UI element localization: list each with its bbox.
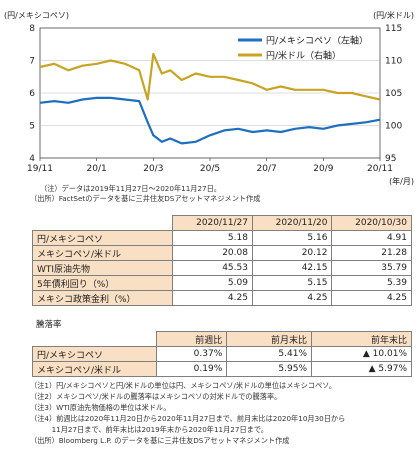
cell: 42.15 <box>251 260 333 276</box>
x-tick-label: 20/3 <box>143 164 163 174</box>
x-tick-label: 20/9 <box>313 164 333 174</box>
col-header: 2020/10/30 <box>331 215 412 231</box>
y-left-tick-label: 5 <box>29 122 35 132</box>
change-rate-table: 前週比 前月末比 前年末比 円/メキシコペソ 0.37% 5.41% ▲ 10.… <box>32 331 412 377</box>
cell: 4.25 <box>251 290 333 306</box>
footnote-2: （注2）メキシコペソ/米ドルの騰落率はメキシコペソの対米ドルでの騰落率。 <box>30 392 282 401</box>
cell: 0.19% <box>155 361 228 377</box>
col-header: 前年末比 <box>311 331 412 347</box>
x-tick-label: 20/1 <box>87 164 107 174</box>
x-tick-label: 20/7 <box>257 164 277 174</box>
x-tick-label: 20/11 <box>367 164 393 174</box>
row-label: WTI原油先物 <box>31 260 174 276</box>
chart-note-1: （注）データは2019年11月27日～2020年11月27日。 <box>40 184 221 193</box>
y-right-tick-label: 100 <box>385 122 402 132</box>
y-left-tick-label: 6 <box>29 89 35 99</box>
y-left-tick-label: 4 <box>29 154 35 164</box>
cell: 5.41% <box>226 346 312 362</box>
row-label: メキシコペソ/米ドル <box>32 361 157 377</box>
cell: 5.09 <box>172 275 253 291</box>
table-row: メキシコペソ/米ドル 20.08 20.12 21.28 <box>31 245 412 261</box>
x-tick-label: 20/5 <box>200 164 220 174</box>
cell: 4.25 <box>172 290 253 306</box>
cell: 5.16 <box>251 230 333 246</box>
table-row: メキシコペソ/米ドル 0.19% 5.95% ▲ 5.97% <box>32 361 412 377</box>
table-row: 円/メキシコペソ 5.18 5.16 4.91 <box>31 230 412 246</box>
y-right-tick-label: 110 <box>385 57 402 67</box>
table-row: 5年債利回り（%） 5.09 5.15 5.39 <box>31 275 412 291</box>
row-label: 5年債利回り（%） <box>31 275 174 291</box>
cell: 35.79 <box>331 260 412 276</box>
col-header: 前週比 <box>155 331 228 347</box>
legend-label-0: 円/メキシコペソ（左軸） <box>266 35 368 47</box>
row-label: メキシコ政策金利（%） <box>31 290 174 306</box>
x-tick-label: 19/11 <box>27 164 53 174</box>
chart-note-2: （出所）FactSetのデータを基に三井住友DSアセットマネジメント作成 <box>30 194 261 203</box>
y-right-axis-title: (円/米ドル) <box>373 10 414 20</box>
cell: 5.95% <box>226 361 312 377</box>
row-label: 円/メキシコペソ <box>32 346 157 362</box>
y-right-tick-label: 95 <box>385 154 396 164</box>
row-label: 円/メキシコペソ <box>31 230 174 246</box>
y-left-tick-label: 7 <box>29 57 35 67</box>
table-header-row: 前週比 前月末比 前年末比 <box>32 331 412 347</box>
cell: 4.91 <box>331 230 412 246</box>
cell: 0.37% <box>155 346 228 362</box>
cell: ▲ 5.97% <box>311 361 412 377</box>
col-header: 前月末比 <box>226 331 312 347</box>
y-right-tick-label: 105 <box>385 89 402 99</box>
footnote-6: （出所）Bloomberg L.P. のデータを基に三井住友DSアセットマネジメ… <box>30 436 290 445</box>
row-label: メキシコペソ/米ドル <box>31 245 174 261</box>
cell: 5.39 <box>331 275 412 291</box>
table-row: メキシコ政策金利（%） 4.25 4.25 4.25 <box>31 290 412 306</box>
cell: 20.12 <box>251 245 333 261</box>
footnote-4: （注4）前週比は2020年11月20日から2020年11月27日まで、前月末比は… <box>30 414 346 423</box>
table-header-row: 2020/11/27 2020/11/20 2020/10/30 <box>32 215 412 231</box>
cell: 5.15 <box>251 275 333 291</box>
cell: 21.28 <box>331 245 412 261</box>
series-line-1 <box>39 52 381 101</box>
footnote-3: （注3）WTI原油先物価格の単位は米ドル。 <box>30 403 171 412</box>
col-header: 2020/11/27 <box>172 215 253 231</box>
col-header: 2020/11/20 <box>251 215 333 231</box>
y-right-tick-label: 115 <box>385 24 402 34</box>
legend-label-1: 円/米ドル（右軸） <box>266 50 341 62</box>
table-corner <box>32 215 174 231</box>
cell: 5.18 <box>172 230 253 246</box>
y-left-tick-label: 8 <box>29 24 35 34</box>
fx-line-chart: 4 5 6 7 8 95 100 105 110 115 19/11 20/1 20/3 20/5 20/7… <box>4 10 414 186</box>
y-left-axis-title: (円/メキシコペソ) <box>4 11 69 20</box>
table-row: 円/メキシコペソ 0.37% 5.41% ▲ 10.01% <box>32 346 412 362</box>
footnote-5: 11月27日まで、前年末比は2019年末から2020年11月27日まで。 <box>30 425 268 434</box>
series-line-0 <box>39 96 381 145</box>
footnote-1: （注1）円/メキシコペソと円/米ドルの単位は円、メキシコペソ/米ドルの単位はメキ… <box>30 381 337 390</box>
table-row: WTI原油先物 45.53 42.15 35.79 <box>31 260 412 276</box>
market-data-table: 2020/11/27 2020/11/20 2020/10/30 円/メキシコペ… <box>31 215 412 306</box>
cell: ▲ 10.01% <box>311 346 412 362</box>
cell: 20.08 <box>172 245 253 261</box>
x-axis-unit: (年/月) <box>389 176 414 186</box>
cell: 45.53 <box>172 260 253 276</box>
cell: 4.25 <box>331 290 412 306</box>
table-corner <box>32 331 157 347</box>
change-rate-title: 騰落率 <box>36 320 62 330</box>
